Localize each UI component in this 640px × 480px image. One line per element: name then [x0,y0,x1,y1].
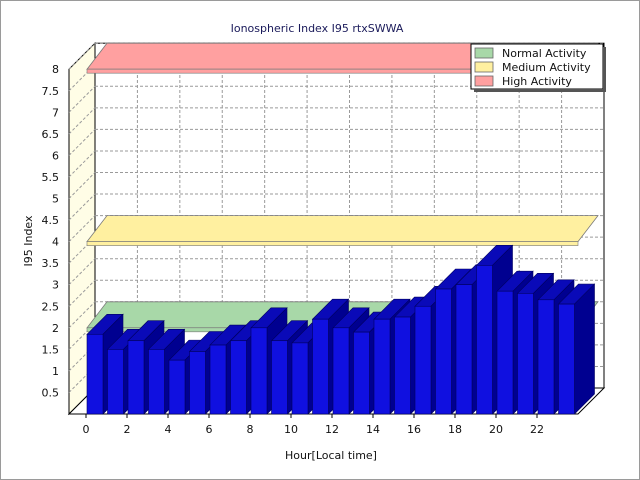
x-tick-label: 0 [83,423,90,436]
bar-front [209,344,227,415]
chart-title: Ionospheric Index I95 rtxSWWA [231,22,404,35]
y-tick-label: 1.5 [42,343,60,356]
gridline-wall [68,193,96,221]
x-tick-label: 22 [530,423,544,436]
x-tick-label: 10 [284,423,298,436]
gridline-wall [68,279,96,307]
bar-front [435,288,452,415]
bar-front [353,331,370,415]
bar-front [414,305,432,415]
x-tick-label: 12 [325,423,339,436]
x-tick-label: 20 [489,423,503,436]
x-tick-label: 6 [206,423,213,436]
bar-front [271,340,288,415]
activity-band [86,215,599,243]
bar-front [558,303,575,415]
x-tick-label: 8 [247,423,254,436]
bar-front [312,318,329,415]
gridline-wall [68,172,96,199]
x-tick-label: 14 [366,423,380,436]
legend-shadow [603,47,606,92]
x-axis-label: Hour[Local time] [285,449,377,462]
activity-band-edge [86,241,579,246]
y-tick-label: 6.5 [42,128,60,141]
x-tick-label: 4 [165,423,172,436]
gridline-wall [68,215,96,242]
bar-front [476,265,493,415]
bar-front [332,327,350,415]
x-tick-label: 18 [448,423,462,436]
x-tick-labels: 0 2 4 6 8 10 12 14 16 18 20 22 [83,414,544,436]
legend-swatch [474,47,494,59]
gridline-wall [68,42,96,70]
legend-swatch [474,75,494,87]
bars [86,244,596,415]
y-tick-label: 5 [52,193,59,206]
gridline-wall [68,129,96,156]
bar-front [230,340,247,415]
bar-side [574,283,595,415]
legend-entry: High Activity [502,75,572,88]
bar-front [455,284,473,415]
gridline-wall [68,301,96,329]
bar-front [86,333,104,415]
y-tick-label: 6 [52,149,59,162]
bar [557,283,596,415]
y-tick-labels: 0.5 1 1.5 2 2.5 3 3.5 4 4.5 5 5.5 6 6.5 7 7.5 8 [42,63,60,399]
bar-front [189,351,206,415]
bar-front [148,349,165,415]
y-tick-label: 4 [52,236,59,249]
gridline-wall [68,258,96,286]
legend-entry: Medium Activity [502,61,591,74]
x-tick-label: 16 [407,423,421,436]
y-tick-label: 8 [52,63,59,76]
y-tick-label: 0.5 [42,386,60,399]
bar-front [373,318,391,415]
bar-front [107,349,124,415]
legend-swatch [474,61,494,73]
legend-entry: Normal Activity [502,47,587,60]
gridline-wall [68,85,96,113]
bar-front [394,316,411,415]
y-tick-label: 3 [52,279,59,292]
x-tick-label: 2 [124,423,131,436]
bar-front [127,340,145,415]
y-axis-label: I95 Index [22,215,35,267]
bar-front [517,293,534,415]
bar-front [250,327,268,415]
y-tick-label: 2.5 [42,300,60,313]
bar-front [291,342,309,415]
bar-front [496,290,514,415]
gridline-wall [68,107,96,135]
y-tick-label: 5.5 [42,171,60,184]
y-tick-label: 4.5 [42,214,60,227]
y-tick-label: 2 [52,322,59,335]
legend-shadow [474,89,606,92]
y-tick-label: 3.5 [42,257,60,270]
y-tick-label: 1 [52,365,59,378]
bar-front [537,299,555,415]
y-tick-label: 7.5 [42,85,60,98]
gridline-wall [68,150,96,178]
bar-front [168,359,186,415]
y-tick-label: 7 [52,106,59,119]
